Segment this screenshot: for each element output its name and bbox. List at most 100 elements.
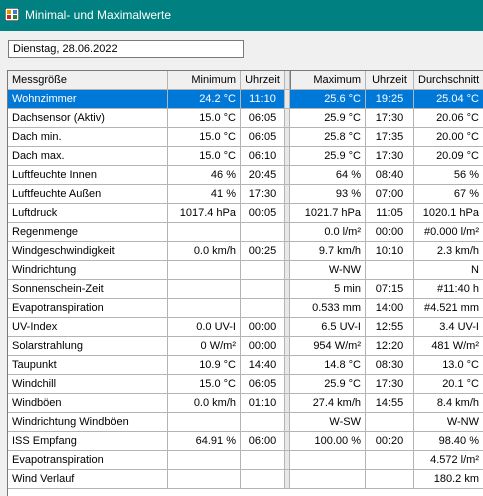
cell-max-time: 19:25 <box>366 90 414 109</box>
cell-max: 5 min <box>290 280 366 299</box>
cell-min: 15.0 °C <box>168 375 241 394</box>
min-max-table: Messgröße Minimum Uhrzeit Maximum Uhrzei… <box>7 70 483 496</box>
column-header-min[interactable]: Minimum <box>168 71 241 90</box>
cell-min-time: 00:05 <box>241 204 285 223</box>
table-row[interactable]: Dach min. 15.0 °C 06:05 25.8 °C 17:35 20.00 °… <box>8 128 483 147</box>
cell-min-time <box>241 451 285 470</box>
date-field[interactable]: Dienstag, 28.06.2022 <box>8 40 244 58</box>
cell-name: Windrichtung Windböen <box>8 413 168 432</box>
table-row[interactable]: Dachsensor (Aktiv) 15.0 °C 06:05 25.9 °C 17:… <box>8 109 483 128</box>
cell-min: 64.91 % <box>168 432 241 451</box>
table-row[interactable]: Wohnzimmer 24.2 °C 11:10 25.6 °C 19:25 25.04 … <box>8 90 483 109</box>
cell-max: W-SW <box>290 413 366 432</box>
table-row[interactable]: Regenmenge 0.0 l/m² 00:00 #0.000 l/m² <box>8 223 483 242</box>
cell-max-time <box>366 413 414 432</box>
table-row[interactable]: Luftdruck 1017.4 hPa 00:05 1021.7 hPa 11:05 1… <box>8 204 483 223</box>
cell-name: Wind Verlauf <box>8 470 168 489</box>
cell-avg: 20.00 °C <box>414 128 483 147</box>
table-row[interactable]: Windrichtung W-NW N <box>8 261 483 280</box>
table-row[interactable]: Evapotranspiration 4.572 l/m² <box>8 451 483 470</box>
column-separator <box>285 337 290 356</box>
cell-max-time: 07:15 <box>366 280 414 299</box>
column-header-min-time[interactable]: Uhrzeit <box>241 71 285 90</box>
cell-min <box>168 223 241 242</box>
cell-avg: 20.1 °C <box>414 375 483 394</box>
cell-max-time: 07:00 <box>366 185 414 204</box>
table-row[interactable]: Windchill 15.0 °C 06:05 25.9 °C 17:30 20.1 °C <box>8 375 483 394</box>
cell-name: Solarstrahlung <box>8 337 168 356</box>
cell-name: Windchill <box>8 375 168 394</box>
cell-max <box>290 470 366 489</box>
cell-min <box>168 299 241 318</box>
cell-min: 24.2 °C <box>168 90 241 109</box>
table-row[interactable]: Luftfeuchte Außen 41 % 17:30 93 % 07:00 67 % <box>8 185 483 204</box>
cell-max: 25.8 °C <box>290 128 366 147</box>
table-row[interactable]: Dach max. 15.0 °C 06:10 25.9 °C 17:30 20.09 °… <box>8 147 483 166</box>
cell-max: 6.5 UV-I <box>290 318 366 337</box>
title-bar[interactable]: Minimal- und Maximalwerte <box>0 0 483 31</box>
cell-avg: 56 % <box>414 166 483 185</box>
column-separator <box>285 394 290 413</box>
cell-avg: 3.4 UV-I <box>414 318 483 337</box>
cell-min-time <box>241 413 285 432</box>
cell-avg: 25.04 °C <box>414 90 483 109</box>
cell-min-time: 06:05 <box>241 109 285 128</box>
column-separator <box>285 204 290 223</box>
cell-min <box>168 261 241 280</box>
cell-max: 14.8 °C <box>290 356 366 375</box>
cell-avg: 20.09 °C <box>414 147 483 166</box>
cell-max: 25.9 °C <box>290 375 366 394</box>
cell-min: 41 % <box>168 185 241 204</box>
cell-max: 0.533 mm <box>290 299 366 318</box>
column-header-avg[interactable]: Durchschnitt <box>414 71 483 90</box>
table-row[interactable]: ISS Empfang 64.91 % 06:00 100.00 % 00:20 98.4… <box>8 432 483 451</box>
cell-avg: #0.000 l/m² <box>414 223 483 242</box>
cell-min: 0.0 km/h <box>168 394 241 413</box>
cell-min: 0.0 UV-I <box>168 318 241 337</box>
cell-name: Windrichtung <box>8 261 168 280</box>
cell-min: 0.0 km/h <box>168 242 241 261</box>
table-row[interactable]: Wind Verlauf 180.2 km <box>8 470 483 489</box>
cell-avg: 13.0 °C <box>414 356 483 375</box>
cell-max-time: 14:00 <box>366 299 414 318</box>
cell-min-time: 06:00 <box>241 432 285 451</box>
table-row[interactable]: UV-Index 0.0 UV-I 00:00 6.5 UV-I 12:55 3.4 UV… <box>8 318 483 337</box>
cell-avg: 1020.1 hPa <box>414 204 483 223</box>
cell-min: 0 W/m² <box>168 337 241 356</box>
cell-max-time: 17:30 <box>366 147 414 166</box>
cell-max: 25.6 °C <box>290 90 366 109</box>
cell-max-time: 14:55 <box>366 394 414 413</box>
column-header-max[interactable]: Maximum <box>290 71 366 90</box>
column-separator <box>285 261 290 280</box>
cell-max <box>290 451 366 470</box>
table-row[interactable]: Windrichtung Windböen W-SW W-NW <box>8 413 483 432</box>
table-row[interactable]: Windböen 0.0 km/h 01:10 27.4 km/h 14:55 8.4 k… <box>8 394 483 413</box>
column-header-max-time[interactable]: Uhrzeit <box>366 71 414 90</box>
table-row[interactable]: Sonnenschein-Zeit 5 min 07:15 #11:40 h <box>8 280 483 299</box>
cell-name: Windgeschwindigkeit <box>8 242 168 261</box>
cell-max: 0.0 l/m² <box>290 223 366 242</box>
column-header-name[interactable]: Messgröße <box>8 71 168 90</box>
cell-max-time <box>366 470 414 489</box>
table-row[interactable]: Taupunkt 10.9 °C 14:40 14.8 °C 08:30 13.0 °C <box>8 356 483 375</box>
table-row[interactable]: Luftfeuchte Innen 46 % 20:45 64 % 08:40 56 % <box>8 166 483 185</box>
cell-avg: 20.06 °C <box>414 109 483 128</box>
cell-avg: 8.4 km/h <box>414 394 483 413</box>
table-row[interactable]: Solarstrahlung 0 W/m² 00:00 954 W/m² 12:20 48… <box>8 337 483 356</box>
cell-min-time <box>241 223 285 242</box>
cell-min-time: 11:10 <box>241 90 285 109</box>
cell-min-time: 00:00 <box>241 318 285 337</box>
cell-max-time: 00:20 <box>366 432 414 451</box>
cell-avg: 180.2 km <box>414 470 483 489</box>
column-separator <box>285 470 290 489</box>
cell-name: Dach max. <box>8 147 168 166</box>
cell-name: Luftfeuchte Außen <box>8 185 168 204</box>
cell-min: 1017.4 hPa <box>168 204 241 223</box>
window-title: Minimal- und Maximalwerte <box>25 8 172 22</box>
column-separator <box>285 375 290 394</box>
table-row[interactable]: Windgeschwindigkeit 0.0 km/h 00:25 9.7 km/h… <box>8 242 483 261</box>
cell-min-time <box>241 299 285 318</box>
table-row[interactable]: Evapotranspiration 0.533 mm 14:00 #4.521 mm <box>8 299 483 318</box>
cell-max-time: 17:30 <box>366 375 414 394</box>
cell-min: 15.0 °C <box>168 128 241 147</box>
